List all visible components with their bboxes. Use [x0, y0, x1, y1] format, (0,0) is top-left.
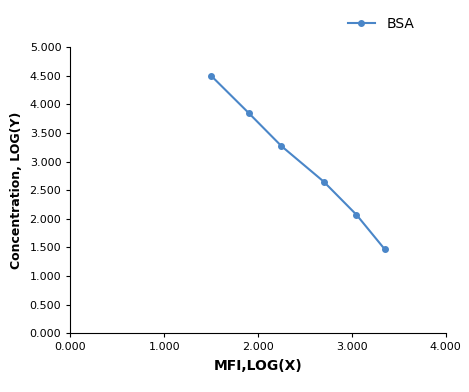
- BSA: [382, 247, 387, 251]
- Y-axis label: Concentration, LOG(Y): Concentration, LOG(Y): [10, 111, 23, 269]
- X-axis label: MFI,LOG(X): MFI,LOG(X): [213, 359, 303, 373]
- BSA: [208, 73, 214, 78]
- Legend: BSA: BSA: [342, 11, 420, 36]
- BSA: [354, 212, 359, 217]
- Line: BSA: BSA: [208, 73, 387, 252]
- BSA: [321, 179, 326, 184]
- BSA: [246, 111, 251, 115]
- BSA: [279, 144, 284, 149]
